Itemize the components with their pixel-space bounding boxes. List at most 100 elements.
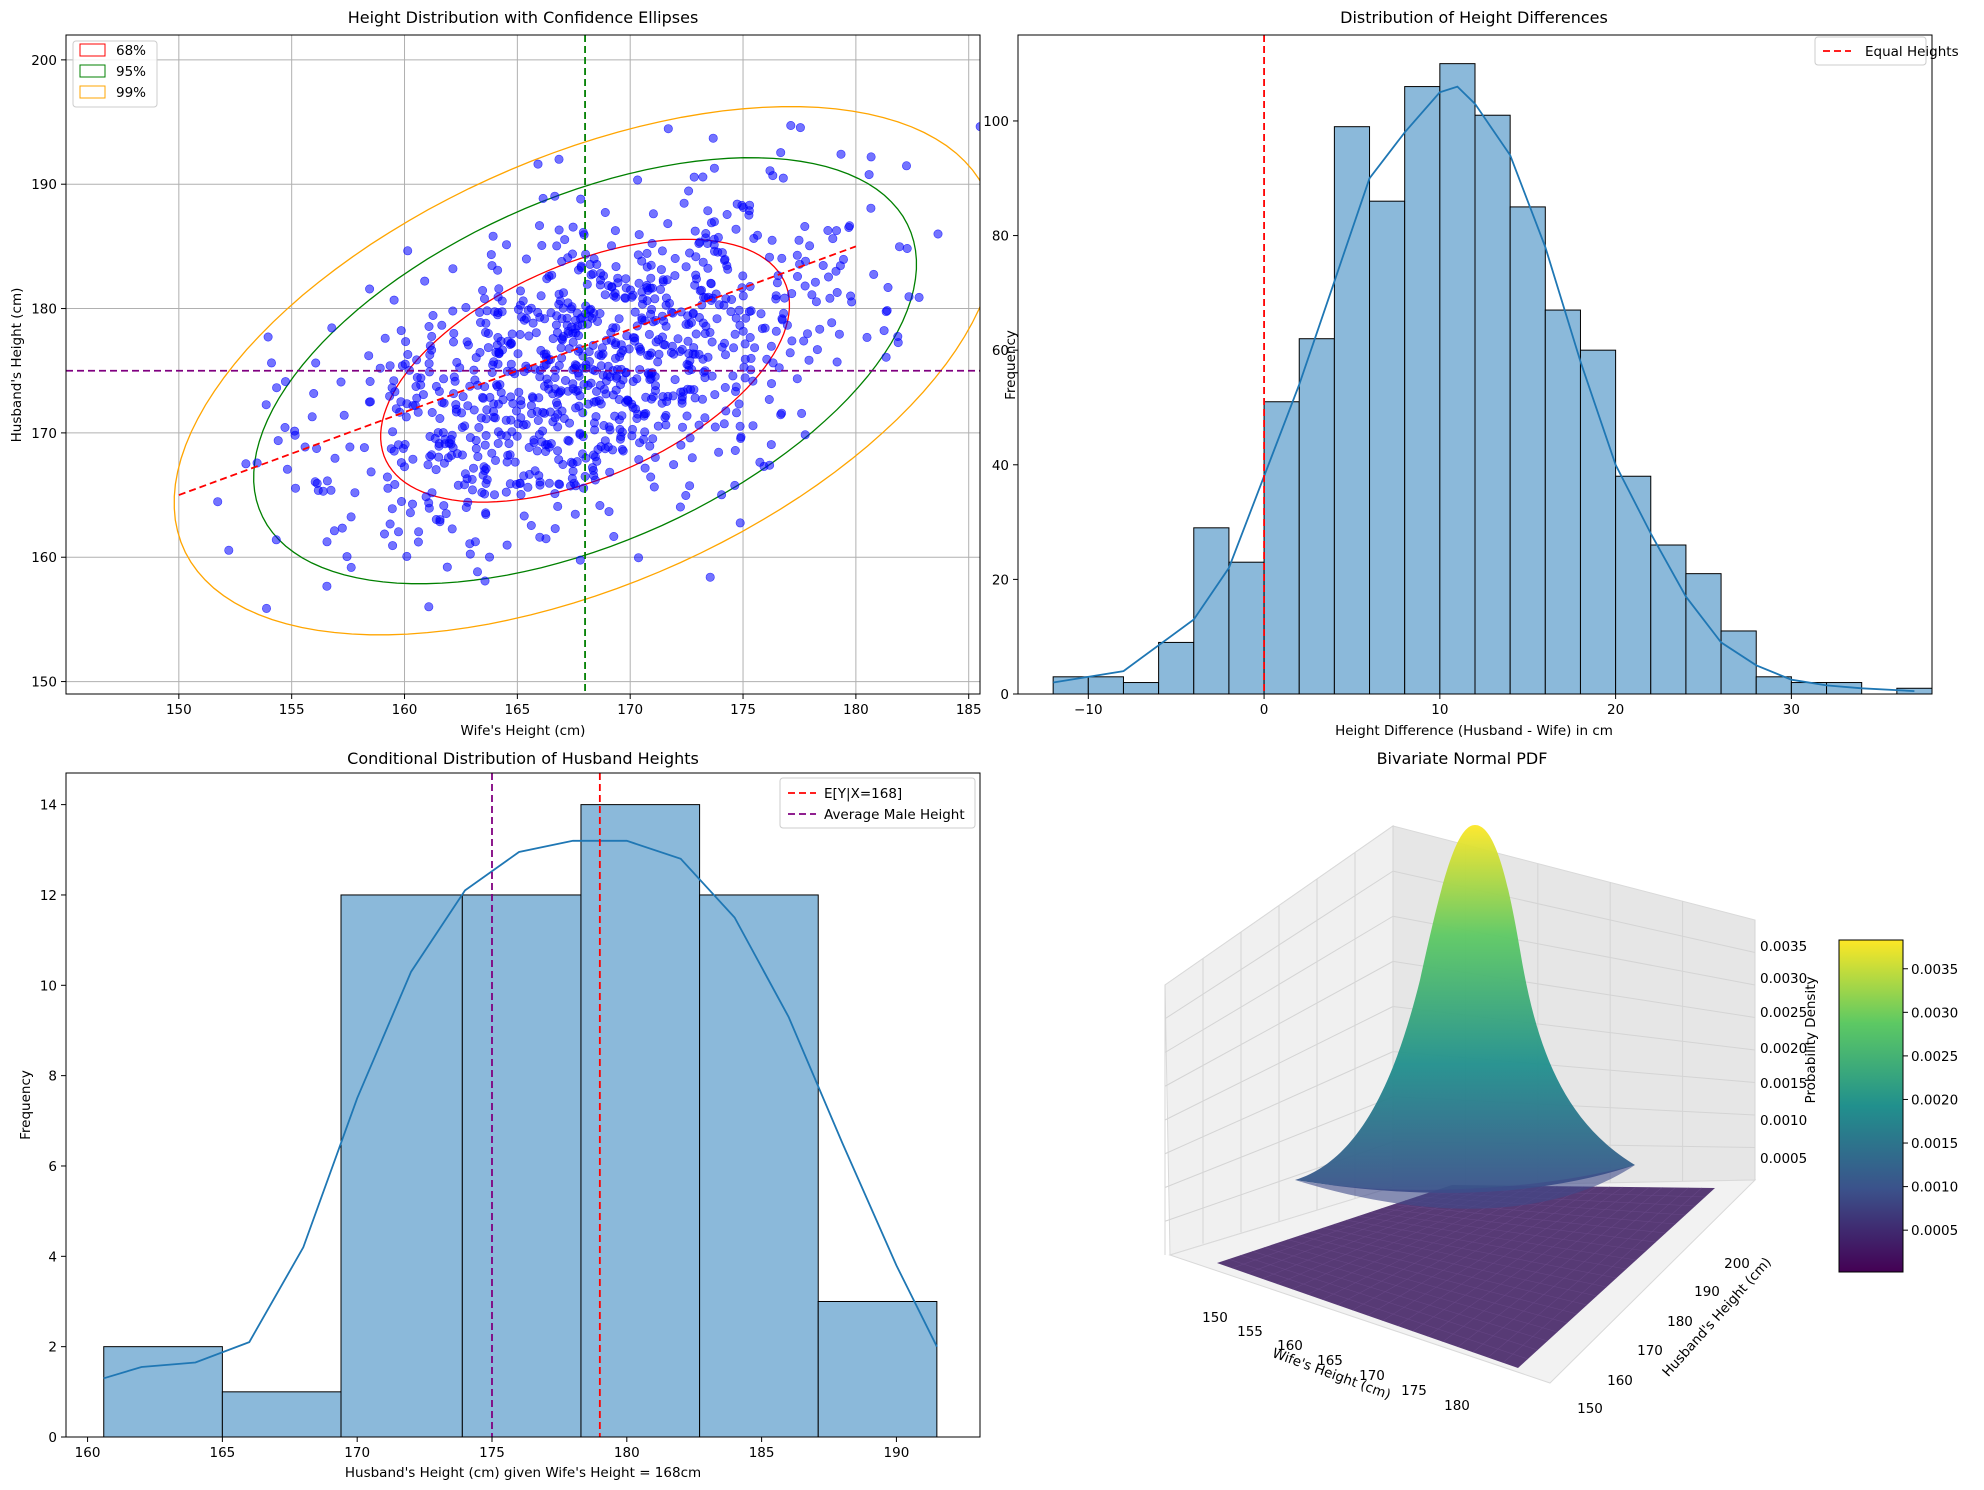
scatter-point <box>902 244 912 254</box>
scatter-point <box>639 411 649 421</box>
surface-ztick-2: 0.0015 <box>1760 1076 1807 1092</box>
scatter-point <box>388 427 398 437</box>
scatter-point <box>442 562 452 572</box>
scatter-point <box>698 172 708 182</box>
scatter-point <box>832 287 842 297</box>
scatter-point <box>864 170 874 180</box>
scatter-point <box>583 399 593 409</box>
xtick-label-150: 150 <box>166 702 192 718</box>
scatter-point <box>975 122 980 132</box>
scatter-point <box>502 540 512 550</box>
scatter-point <box>659 316 669 326</box>
scatter-point <box>745 332 755 342</box>
xtick-label--10: −10 <box>1074 702 1103 718</box>
scatter-point <box>576 194 586 204</box>
scatter-point <box>759 461 769 471</box>
scatter-point <box>563 253 573 263</box>
surface-xtick-175: 175 <box>1401 1383 1427 1399</box>
mesh-line <box>1442 1187 1650 1342</box>
scatter-point <box>529 435 539 445</box>
scatter-point <box>694 312 704 322</box>
conditional-histogram-panel: Conditional Distribution of Husband Heig… <box>18 749 981 1481</box>
scatter-point <box>687 453 697 463</box>
surface-ztick-4: 0.0025 <box>1760 1005 1807 1021</box>
scatter-point <box>706 218 716 228</box>
scatter-point <box>548 417 558 427</box>
scatter-point <box>402 399 412 409</box>
scatter-point <box>552 241 562 251</box>
scatter-point <box>539 349 549 359</box>
scatter-point <box>648 434 658 444</box>
difference-axes-frame <box>1017 34 1933 695</box>
scatter-point <box>261 603 271 613</box>
surface-colorbar <box>1838 939 1904 1273</box>
scatter-point <box>691 252 701 262</box>
scatter-point <box>681 490 691 500</box>
conditional-bar <box>340 894 463 1438</box>
scatter-point <box>834 329 844 339</box>
scatter-point <box>771 326 781 336</box>
scatter-point <box>600 208 610 218</box>
legend-label-68: 68% <box>116 43 146 59</box>
scatter-point <box>534 471 544 481</box>
surface-colorbar-ticks: 0.0005 0.0010 0.0015 0.0020 0.0025 0.0030 0.00… <box>1903 962 1958 1239</box>
scatter-point <box>266 358 276 368</box>
conditional-bars <box>103 804 938 1438</box>
scatter-point <box>591 396 601 406</box>
scatter-point <box>463 401 473 411</box>
conditional-bar <box>461 894 582 1438</box>
scatter-point <box>407 499 417 509</box>
surface-xtick-150: 150 <box>1202 1310 1228 1326</box>
scatter-point <box>570 360 580 370</box>
scatter-point <box>700 413 710 423</box>
scatter-point <box>385 361 395 371</box>
scatter-point <box>623 396 633 406</box>
scatter-point <box>434 452 444 462</box>
scatter-point <box>521 254 531 264</box>
scatter-point <box>365 284 375 294</box>
scatter-point <box>748 421 758 431</box>
ytick-label-10: 10 <box>40 978 57 994</box>
scatter-point <box>780 293 790 303</box>
scatter-point <box>438 428 448 438</box>
pane-gridline <box>1164 915 1394 1053</box>
scatter-point <box>437 320 447 330</box>
ytick-label-150: 150 <box>31 675 57 691</box>
scatter-point <box>424 367 434 377</box>
ytick-label-100: 100 <box>983 114 1009 130</box>
scatter-point <box>461 302 471 312</box>
scatter-point <box>501 240 511 250</box>
xtick-label-185: 185 <box>956 702 982 718</box>
pane-gridline <box>1164 870 1394 1020</box>
scatter-point <box>719 338 729 348</box>
scatter-point <box>510 457 520 467</box>
scatter-point <box>365 376 375 386</box>
ellipse-99% <box>173 106 980 636</box>
scatter-point <box>815 324 825 334</box>
scatter-point <box>439 374 449 384</box>
scatter-point <box>449 372 459 382</box>
scatter-point <box>554 154 564 164</box>
ytick-label-12: 12 <box>40 888 57 904</box>
scatter-point <box>566 457 576 467</box>
scatter-point <box>764 394 774 404</box>
scatter-point <box>282 464 292 474</box>
surface-xtick-155: 155 <box>1237 1324 1263 1340</box>
scatter-point <box>604 422 614 432</box>
scatter-point <box>501 487 511 497</box>
scatter-point <box>515 329 525 339</box>
scatter-point <box>735 421 745 431</box>
scatter-point <box>578 227 588 237</box>
scatter-point <box>720 382 730 392</box>
colorbar-tick-label-0: 0.0005 <box>1911 1223 1958 1239</box>
mesh-line <box>1487 1187 1689 1358</box>
scatter-point <box>462 337 472 347</box>
scatter-point <box>474 422 484 432</box>
scatter-point <box>709 163 719 173</box>
surface-ytick-200: 200 <box>1724 1256 1750 1272</box>
mesh-line <box>1472 1187 1676 1353</box>
scatter-point <box>731 408 741 418</box>
legend-swatch-68 <box>79 43 106 57</box>
scatter-point <box>382 472 392 482</box>
scatter-point <box>565 481 575 491</box>
